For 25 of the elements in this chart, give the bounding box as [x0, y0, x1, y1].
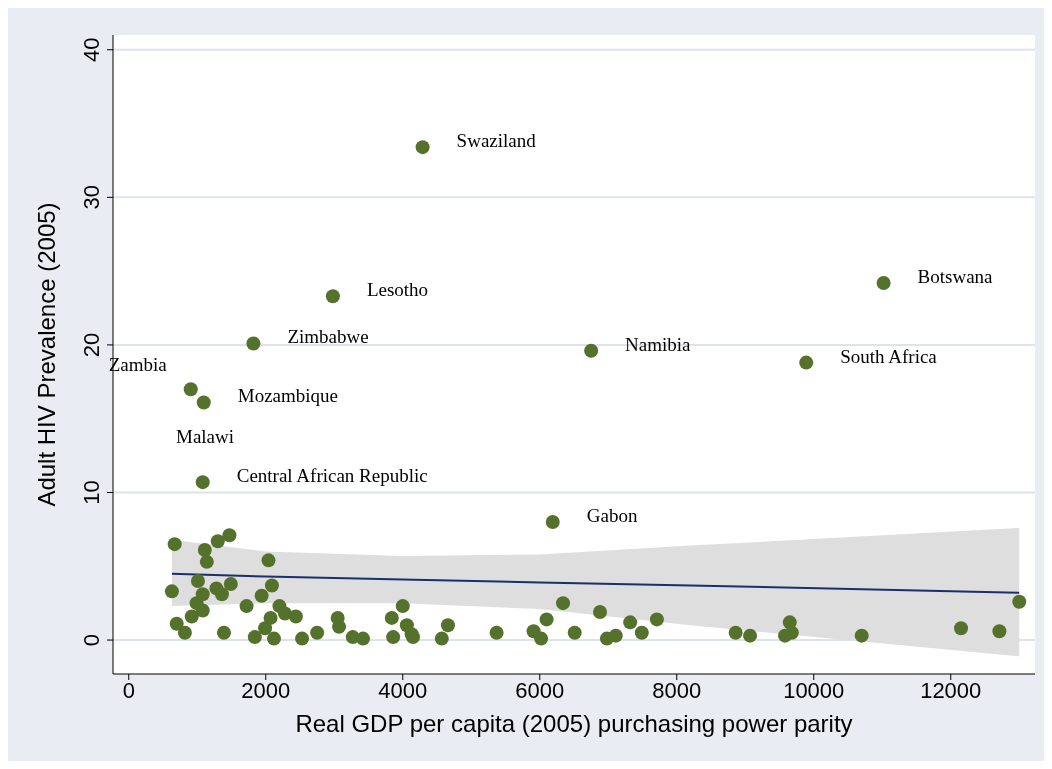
annotation: Zambia [108, 354, 168, 376]
annotation: Central African Republic [236, 465, 428, 487]
annotation: Botswana [917, 265, 994, 287]
y-tick-label: 0 [79, 633, 104, 647]
y-tick-label: 20 [79, 332, 104, 358]
y-tick-label: 30 [79, 185, 104, 210]
annotation: Malawi [170, 424, 241, 450]
x-axis-title: Real GDP per capita (2005) purchasing power parity [295, 710, 853, 737]
annotation: Namibia [625, 333, 692, 355]
y-axis-title: Adult HIV Prevalence (2005) [32, 202, 60, 507]
annotation: Lesotho [366, 279, 429, 301]
y-tick-label: 40 [79, 37, 104, 62]
annotation: South Africa [840, 345, 938, 367]
annotation: Swaziland [456, 130, 537, 152]
y-tick-label: 10 [79, 480, 104, 505]
x-tick-label: 8000 [652, 677, 702, 703]
x-tick-label: 4000 [378, 677, 428, 703]
annotation: Zimbabwe [287, 326, 369, 348]
x-tick-label: 6000 [515, 677, 565, 703]
x-tick-label: 0 [122, 677, 135, 703]
annotation: Gabon [586, 505, 638, 526]
x-tick-label: 2000 [241, 677, 291, 703]
annotation: Mozambique [237, 385, 339, 407]
x-tick-label: 12000 [920, 677, 982, 703]
x-tick-label: 10000 [783, 677, 845, 703]
